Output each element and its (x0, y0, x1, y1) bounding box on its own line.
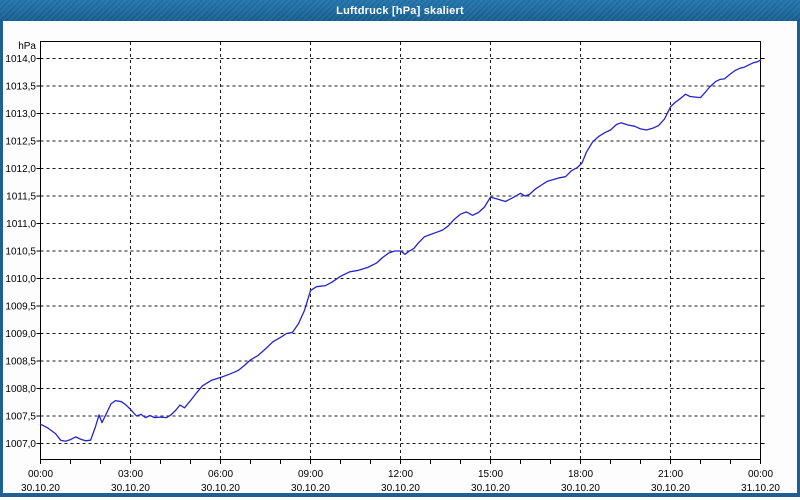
y-axis-tick-label: 1010,0 (5, 274, 36, 285)
x-axis-time-label: 12:00 (388, 469, 413, 480)
y-axis-tick-label: 1007,5 (5, 412, 36, 423)
x-axis-date-label: 30.10.20 (111, 483, 150, 494)
x-axis-time-label: 21:00 (658, 469, 683, 480)
window-border-left (0, 21, 3, 493)
x-axis-date-label: 30.10.20 (381, 483, 420, 494)
x-axis-date-label: 31.10.20 (741, 483, 780, 494)
y-axis-tick-label: 1011,5 (6, 192, 36, 203)
y-axis-tick-label: 1012,5 (5, 137, 36, 148)
pressure-line (39, 59, 762, 442)
x-axis-date-label: 30.10.20 (471, 483, 510, 494)
x-axis-date-label: 30.10.20 (291, 483, 330, 494)
y-axis-tick-label: 1008,0 (5, 384, 36, 395)
y-axis-tick-label: 1010,5 (5, 247, 36, 258)
plot-border (40, 41, 761, 460)
x-axis-date-label: 30.10.20 (561, 483, 600, 494)
window-title: Luftdruck [hPa] skaliert (336, 4, 464, 17)
x-axis-time-label: 06:00 (208, 469, 233, 480)
window-title-bar: Luftdruck [hPa] skaliert (0, 0, 800, 21)
window-border-right (797, 21, 800, 493)
x-axis-time-label: 00:00 (28, 469, 53, 480)
x-axis-date-label: 30.10.20 (201, 483, 240, 494)
x-axis-time-label: 00:00 (748, 469, 773, 480)
x-axis-time-label: 09:00 (298, 469, 323, 480)
y-axis-tick-label: 1009,5 (5, 302, 36, 313)
window-border-bottom (0, 493, 800, 497)
y-axis-tick-label: 1008,5 (5, 357, 36, 368)
x-axis-time-label: 15:00 (478, 469, 503, 480)
y-axis-tick-label: 1011,0 (6, 219, 36, 230)
y-axis-tick-label: 1012,0 (5, 164, 36, 175)
x-axis-date-label: 30.10.20 (21, 483, 60, 494)
x-axis-time-label: 18:00 (568, 469, 593, 480)
y-axis-tick-label: 1014,0 (5, 54, 36, 65)
x-axis-time-label: 03:00 (118, 469, 143, 480)
x-axis-date-label: 30.10.20 (651, 483, 690, 494)
y-axis-tick-label: 1009,0 (5, 329, 36, 340)
y-axis-tick-label: 1007,0 (5, 439, 36, 450)
y-axis-tick-label: 1013,5 (5, 82, 36, 93)
y-axis-tick-label: 1013,0 (5, 109, 36, 120)
y-axis-unit-label: hPa (18, 41, 36, 52)
